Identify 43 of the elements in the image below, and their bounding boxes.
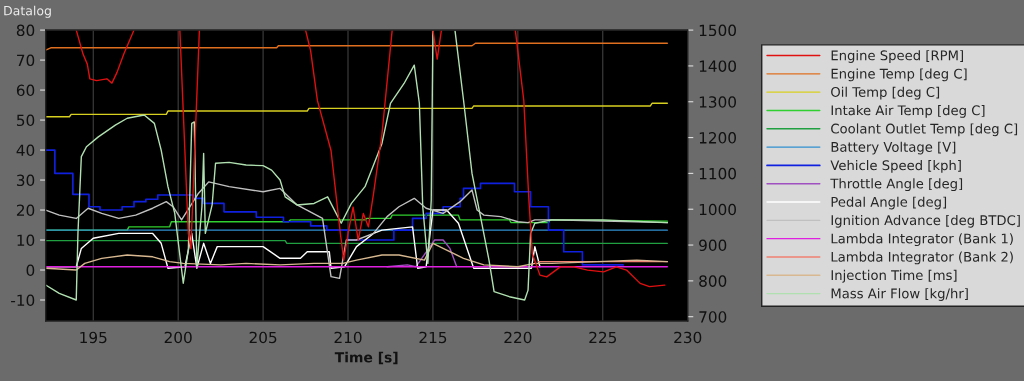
y2-tick-label: 1100 [699,167,736,180]
legend-label: Intake Air Temp [deg C] [831,105,985,118]
y-tick-label: 30 [16,174,35,187]
legend-label: Coolant Outlet Temp [deg C] [831,123,1018,137]
y-tick-label: 50 [16,114,35,127]
y-tick-label: 20 [16,204,35,217]
x-tick-label: 195 [80,331,107,344]
x-tick-label: 230 [674,331,702,344]
x-tick-label: 205 [249,331,277,344]
x-tick-label: 220 [504,331,532,344]
y2-tick-label: 1300 [699,96,736,108]
legend-label: Pedal Angle [deg] [831,196,947,210]
y-tick-label: 70 [17,54,35,67]
legend-label: Engine Speed [RPM] [831,50,963,63]
y-tick-label: 10 [17,234,35,247]
x-tick-label: 215 [419,331,447,344]
y-tick-label: 60 [16,84,35,97]
y-tick-label: 80 [16,24,35,37]
legend-label: Vehicle Speed [kph] [830,160,961,173]
y2-tick-label: 800 [699,275,727,287]
legend-label: Injection Time [ms] [831,269,957,283]
legend-label: Throttle Angle [deg] [830,178,963,192]
y2-tick-label: 1400 [699,60,736,72]
legend-label: Engine Temp [deg C] [831,68,967,82]
legend-label: Ignition Advance [deg BTDC] [831,214,1020,228]
chart-title: Datalog [4,5,51,18]
legend-label: Mass Air Flow [kg/hr] [831,288,968,301]
legend-label: Oil Temp [deg C] [831,86,940,100]
y-tick-label: 40 [16,144,35,157]
y2-tick-label: 1000 [699,203,736,216]
x-tick-label: 210 [334,331,362,344]
y2-tick-label: 1200 [699,132,736,144]
y-tick-label: -10 [11,294,35,307]
legend-label: Lambda Integrator (Bank 1) [831,233,1013,247]
y2-tick-label: 700 [699,311,727,323]
y-tick-label: 0 [26,264,35,277]
legend-label: Battery Voltage [V] [831,141,956,155]
y2-tick-label: 900 [699,239,727,252]
legend-label: Lambda Integrator (Bank 2) [831,251,1013,265]
y2-tick-label: 1500 [699,24,736,37]
x-tick-label: 200 [164,331,192,344]
x-tick-label: 225 [589,331,617,344]
x-axis-title: Time [s] [334,351,398,365]
